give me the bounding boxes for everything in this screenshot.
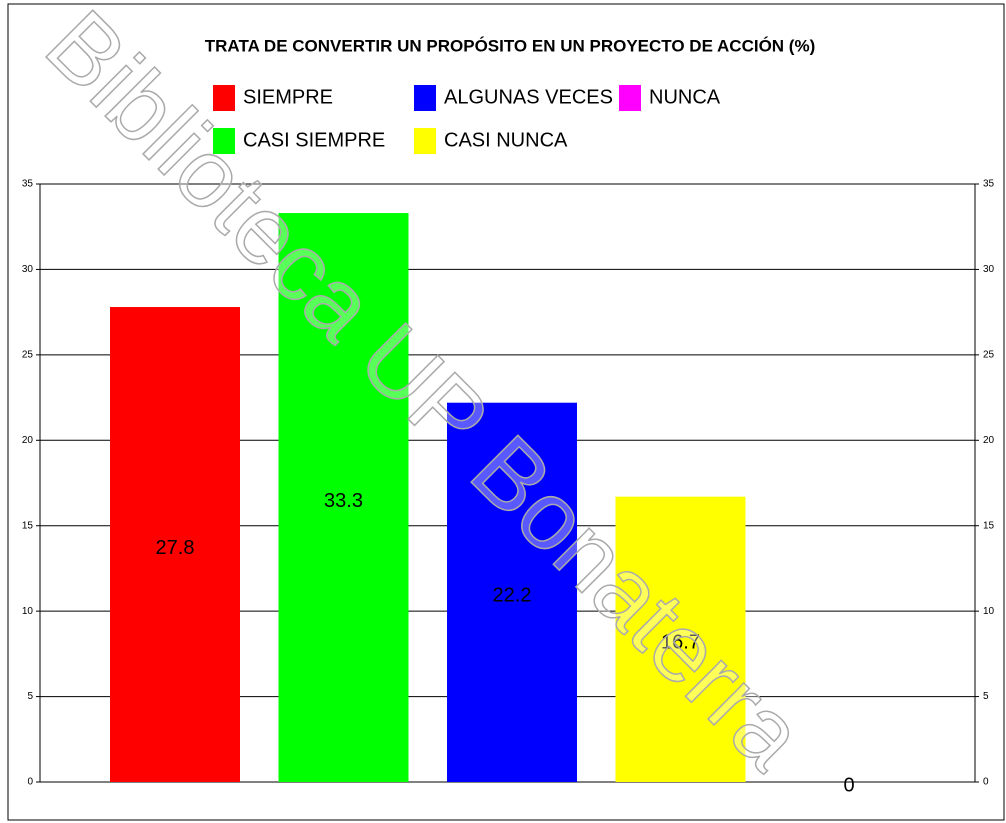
data-label: 22.2	[493, 585, 532, 607]
y-tick-label: 35	[22, 179, 34, 190]
bar	[615, 496, 746, 782]
legend-swatch	[414, 85, 436, 111]
data-label: 0	[843, 774, 854, 796]
legend-label: SIEMPRE	[243, 86, 333, 108]
y2-tick-label: 30	[983, 264, 995, 275]
chart-title: TRATA DE CONVERTIR UN PROPÓSITO EN UN PR…	[205, 36, 815, 55]
y2-tick-label: 35	[983, 179, 995, 190]
bar	[447, 402, 577, 782]
y2-tick-label: 15	[983, 520, 995, 531]
legend-label: ALGUNAS VECES	[444, 86, 613, 108]
y2-tick-label: 0	[983, 777, 989, 788]
y-tick-label: 10	[22, 606, 34, 617]
legend-swatch	[414, 128, 436, 154]
y-tick-label: 0	[27, 777, 33, 788]
legend-swatch	[213, 85, 235, 111]
legend-swatch	[213, 128, 235, 154]
y2-tick-label: 25	[983, 349, 995, 360]
y-tick-label: 25	[22, 349, 34, 360]
chart-frame	[7, 3, 1005, 821]
legend-swatch	[619, 85, 641, 111]
y-tick-label: 5	[27, 691, 33, 702]
y-tick-label: 15	[22, 520, 34, 531]
y2-tick-label: 5	[983, 691, 989, 702]
bar	[110, 307, 240, 782]
bar	[278, 213, 409, 782]
y2-tick-label: 10	[983, 606, 995, 617]
y2-tick-label: 20	[983, 435, 995, 446]
data-label: 16.7	[661, 632, 700, 654]
legend-label: CASI NUNCA	[444, 129, 568, 151]
legend-label: CASI SIEMPRE	[243, 129, 385, 151]
data-label: 33.3	[324, 490, 363, 512]
y-tick-label: 20	[22, 435, 34, 446]
legend-label: NUNCA	[649, 86, 721, 108]
data-label: 27.8	[156, 537, 195, 559]
y-tick-label: 30	[22, 264, 34, 275]
